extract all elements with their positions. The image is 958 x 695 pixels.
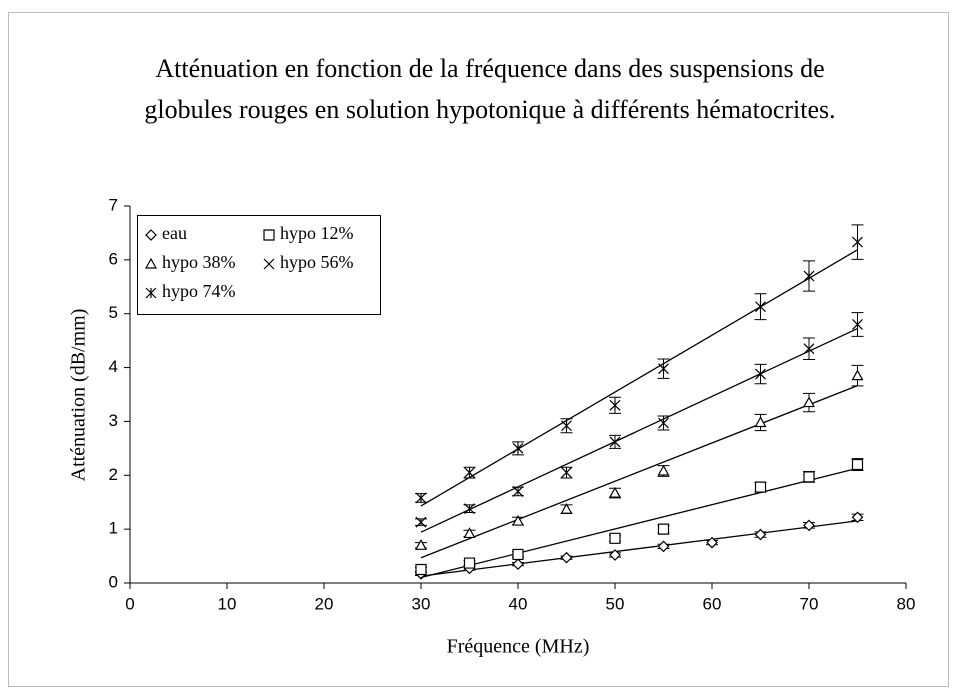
marker	[463, 527, 476, 539]
frame	[8, 12, 949, 687]
marker	[803, 343, 815, 355]
marker	[803, 270, 815, 282]
marker	[415, 563, 427, 576]
y-tick-label: 0	[109, 572, 118, 591]
marker	[464, 503, 475, 515]
marker	[609, 436, 621, 448]
marker	[657, 523, 670, 535]
marker	[609, 399, 621, 411]
marker	[464, 467, 475, 479]
x-tick-label: 10	[218, 594, 237, 613]
marker	[657, 540, 670, 553]
marker	[851, 511, 864, 524]
marker	[608, 486, 622, 498]
marker	[561, 467, 572, 479]
marker	[512, 486, 524, 497]
y-tick-label: 4	[109, 357, 118, 376]
trendline	[420, 467, 858, 579]
marker	[511, 514, 525, 526]
marker	[657, 464, 670, 476]
marker	[803, 471, 815, 483]
x-tick-label: 70	[800, 594, 819, 613]
marker	[414, 539, 428, 550]
marker	[512, 442, 524, 454]
marker	[754, 481, 767, 493]
marker	[852, 236, 863, 248]
marker	[512, 548, 524, 561]
marker	[415, 516, 427, 528]
marker	[512, 558, 524, 570]
legend-box	[137, 215, 381, 315]
x-tick-label: 20	[315, 594, 334, 613]
x-tick-label: 0	[125, 594, 134, 613]
marker	[463, 557, 476, 569]
marker	[754, 528, 767, 541]
marker	[415, 492, 427, 504]
x-axis-title: Fréquence (MHz)	[447, 636, 590, 658]
marker	[561, 420, 572, 432]
x-tick-label: 30	[412, 594, 431, 613]
x-tick-label: 80	[897, 594, 916, 613]
x-tick-label: 60	[703, 594, 722, 613]
marker	[755, 368, 766, 380]
y-axis-title: Atténuation (dB/mm)	[68, 309, 90, 482]
legend-label: hypo 12%	[280, 223, 354, 243]
trendline	[420, 327, 858, 533]
marker	[802, 396, 816, 408]
legend-marker	[263, 258, 275, 270]
legend-marker	[144, 257, 158, 269]
marker	[560, 502, 573, 514]
marker	[658, 417, 669, 429]
marker	[852, 319, 863, 330]
legend-marker	[145, 287, 157, 299]
marker	[609, 532, 621, 544]
marker	[609, 549, 621, 561]
marker	[851, 458, 864, 471]
y-tick-label: 2	[109, 465, 118, 484]
y-tick-label: 1	[109, 519, 118, 538]
trendline	[420, 249, 858, 507]
marker	[754, 416, 767, 428]
marker	[658, 363, 669, 375]
y-tick-label: 6	[109, 249, 118, 268]
y-tick-label: 5	[109, 303, 118, 322]
x-tick-label: 50	[606, 594, 625, 613]
marker	[560, 551, 573, 564]
legend-label: eau	[162, 223, 187, 243]
legend-marker	[145, 229, 157, 241]
legend-label: hypo 74%	[162, 281, 236, 301]
y-tick-label: 3	[109, 411, 118, 430]
marker	[851, 369, 864, 381]
marker	[803, 519, 815, 532]
legend-marker	[263, 229, 275, 241]
x-tick-label: 40	[509, 594, 528, 613]
trendline	[420, 520, 858, 577]
legend-label: hypo 38%	[162, 252, 236, 272]
chart-title: Atténuation en fonction de la fréquence …	[144, 54, 836, 124]
trendline	[420, 384, 858, 559]
legend-label: hypo 56%	[280, 252, 354, 272]
marker	[706, 536, 718, 549]
marker	[755, 301, 766, 313]
y-tick-label: 7	[109, 195, 118, 214]
